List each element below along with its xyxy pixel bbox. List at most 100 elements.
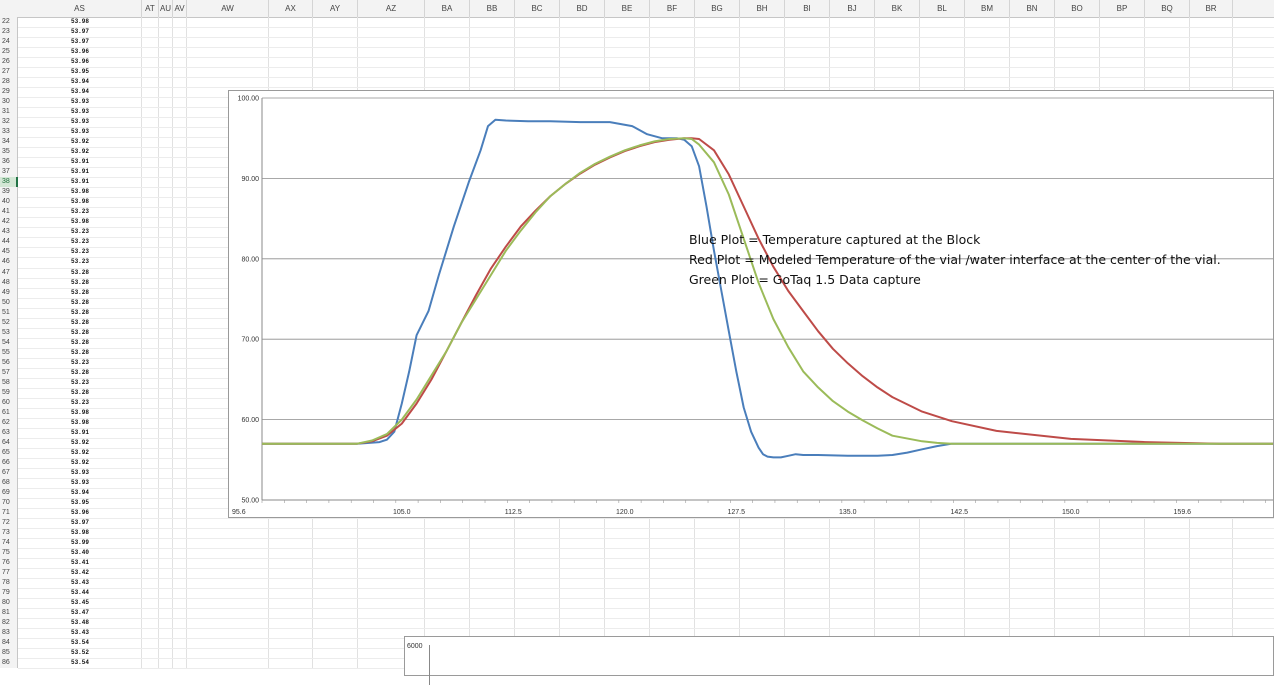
- row-header-80[interactable]: 80: [2, 599, 10, 607]
- row-header-27[interactable]: 27: [2, 68, 10, 76]
- row-header-49[interactable]: 49: [2, 288, 10, 296]
- cell-as-86[interactable]: 53.54: [70, 659, 89, 667]
- column-header-bo[interactable]: BO: [1055, 0, 1100, 17]
- cell-as-61[interactable]: 53.98: [70, 408, 89, 416]
- cell-as-69[interactable]: 53.94: [70, 488, 89, 496]
- cell-as-82[interactable]: 53.48: [70, 619, 89, 627]
- cell-as-52[interactable]: 53.28: [70, 318, 89, 326]
- cell-as-57[interactable]: 53.28: [70, 368, 89, 376]
- cell-as-24[interactable]: 53.97: [70, 38, 89, 46]
- row-header-29[interactable]: 29: [2, 88, 10, 96]
- cell-as-74[interactable]: 53.99: [70, 539, 89, 547]
- row-header-57[interactable]: 57: [2, 368, 10, 376]
- row-header-83[interactable]: 83: [2, 629, 10, 637]
- row-header-86[interactable]: 86: [2, 659, 10, 667]
- row-header-74[interactable]: 74: [2, 539, 10, 547]
- column-header-bi[interactable]: BI: [785, 0, 830, 17]
- row-header-70[interactable]: 70: [2, 498, 10, 506]
- row-header-53[interactable]: 53: [2, 328, 10, 336]
- row-header-79[interactable]: 79: [2, 589, 10, 597]
- cell-as-54[interactable]: 53.28: [70, 338, 89, 346]
- cell-as-36[interactable]: 53.91: [70, 158, 89, 166]
- row-header-46[interactable]: 46: [2, 258, 10, 266]
- column-header-ba[interactable]: BA: [425, 0, 470, 17]
- row-header-23[interactable]: 23: [2, 28, 10, 36]
- row-header-61[interactable]: 61: [2, 408, 10, 416]
- row-header-45[interactable]: 45: [2, 248, 10, 256]
- cell-as-71[interactable]: 53.96: [70, 508, 89, 516]
- cell-as-28[interactable]: 53.94: [70, 78, 89, 86]
- row-header-82[interactable]: 82: [2, 619, 10, 627]
- row-header-75[interactable]: 75: [2, 549, 10, 557]
- row-header-65[interactable]: 65: [2, 448, 10, 456]
- cell-as-29[interactable]: 53.94: [70, 88, 89, 96]
- cell-as-80[interactable]: 53.45: [70, 599, 89, 607]
- cell-as-22[interactable]: 53.98: [70, 18, 89, 25]
- cell-as-77[interactable]: 53.42: [70, 569, 89, 577]
- cell-as-44[interactable]: 53.23: [70, 238, 89, 246]
- cell-as-34[interactable]: 53.92: [70, 138, 89, 146]
- cell-as-63[interactable]: 53.91: [70, 428, 89, 436]
- cell-as-55[interactable]: 53.28: [70, 348, 89, 356]
- column-header-bj[interactable]: BJ: [830, 0, 875, 17]
- cell-as-58[interactable]: 53.23: [70, 378, 89, 386]
- row-header-84[interactable]: 84: [2, 639, 10, 647]
- cell-as-25[interactable]: 53.96: [70, 48, 89, 56]
- cell-as-38[interactable]: 53.91: [70, 178, 89, 186]
- row-header-64[interactable]: 64: [2, 438, 10, 446]
- column-header-bn[interactable]: BN: [1010, 0, 1055, 17]
- row-header-33[interactable]: 33: [2, 128, 10, 136]
- cell-as-70[interactable]: 53.95: [70, 498, 89, 506]
- column-header-bh[interactable]: BH: [740, 0, 785, 17]
- row-header-43[interactable]: 43: [2, 228, 10, 236]
- column-header-bc[interactable]: BC: [515, 0, 560, 17]
- cell-as-56[interactable]: 53.23: [70, 358, 89, 366]
- column-header-bm[interactable]: BM: [965, 0, 1010, 17]
- row-header-52[interactable]: 52: [2, 318, 10, 326]
- cell-as-59[interactable]: 53.28: [70, 388, 89, 396]
- column-header-ax[interactable]: AX: [269, 0, 313, 17]
- row-header-32[interactable]: 32: [2, 118, 10, 126]
- row-header-26[interactable]: 26: [2, 58, 10, 66]
- row-header-51[interactable]: 51: [2, 308, 10, 316]
- row-header-56[interactable]: 56: [2, 358, 10, 366]
- temperature-chart[interactable]: 100.00 90.00 80.00 70.00 60.00 50.00 95.6 105.0…: [228, 90, 1274, 518]
- cell-as-30[interactable]: 53.93: [70, 98, 89, 106]
- cell-as-45[interactable]: 53.23: [70, 248, 89, 256]
- row-header-25[interactable]: 25: [2, 48, 10, 56]
- cell-as-79[interactable]: 53.44: [70, 589, 89, 597]
- cell-as-40[interactable]: 53.98: [70, 198, 89, 206]
- column-header-bp[interactable]: BP: [1100, 0, 1145, 17]
- cell-as-68[interactable]: 53.93: [70, 478, 89, 486]
- column-header-bq[interactable]: BQ: [1145, 0, 1190, 17]
- row-header-36[interactable]: 36: [2, 158, 10, 166]
- cell-as-33[interactable]: 53.93: [70, 128, 89, 136]
- cell-as-83[interactable]: 53.43: [70, 629, 89, 637]
- cell-as-84[interactable]: 53.54: [70, 639, 89, 647]
- row-header-78[interactable]: 78: [2, 579, 10, 587]
- column-header-be[interactable]: BE: [605, 0, 650, 17]
- row-header-67[interactable]: 67: [2, 468, 10, 476]
- row-header-68[interactable]: 68: [2, 478, 10, 486]
- row-header-60[interactable]: 60: [2, 398, 10, 406]
- column-header-bb[interactable]: BB: [470, 0, 515, 17]
- column-header-bl[interactable]: BL: [920, 0, 965, 17]
- row-header-41[interactable]: 41: [2, 208, 10, 216]
- cell-as-85[interactable]: 53.52: [70, 649, 89, 657]
- cell-as-50[interactable]: 53.28: [70, 298, 89, 306]
- cell-as-67[interactable]: 53.93: [70, 468, 89, 476]
- row-header-58[interactable]: 58: [2, 378, 10, 386]
- cell-as-48[interactable]: 53.28: [70, 278, 89, 286]
- column-header-bg[interactable]: BG: [695, 0, 740, 17]
- row-header-85[interactable]: 85: [2, 649, 10, 657]
- cell-as-27[interactable]: 53.95: [70, 68, 89, 76]
- cell-as-39[interactable]: 53.98: [70, 188, 89, 196]
- cell-as-75[interactable]: 53.40: [70, 549, 89, 557]
- row-header-63[interactable]: 63: [2, 428, 10, 436]
- row-header-77[interactable]: 77: [2, 569, 10, 577]
- cell-as-64[interactable]: 53.92: [70, 438, 89, 446]
- row-header-34[interactable]: 34: [2, 138, 10, 146]
- cell-as-41[interactable]: 53.23: [70, 208, 89, 216]
- cell-as-73[interactable]: 53.98: [70, 529, 89, 537]
- cell-as-76[interactable]: 53.41: [70, 559, 89, 567]
